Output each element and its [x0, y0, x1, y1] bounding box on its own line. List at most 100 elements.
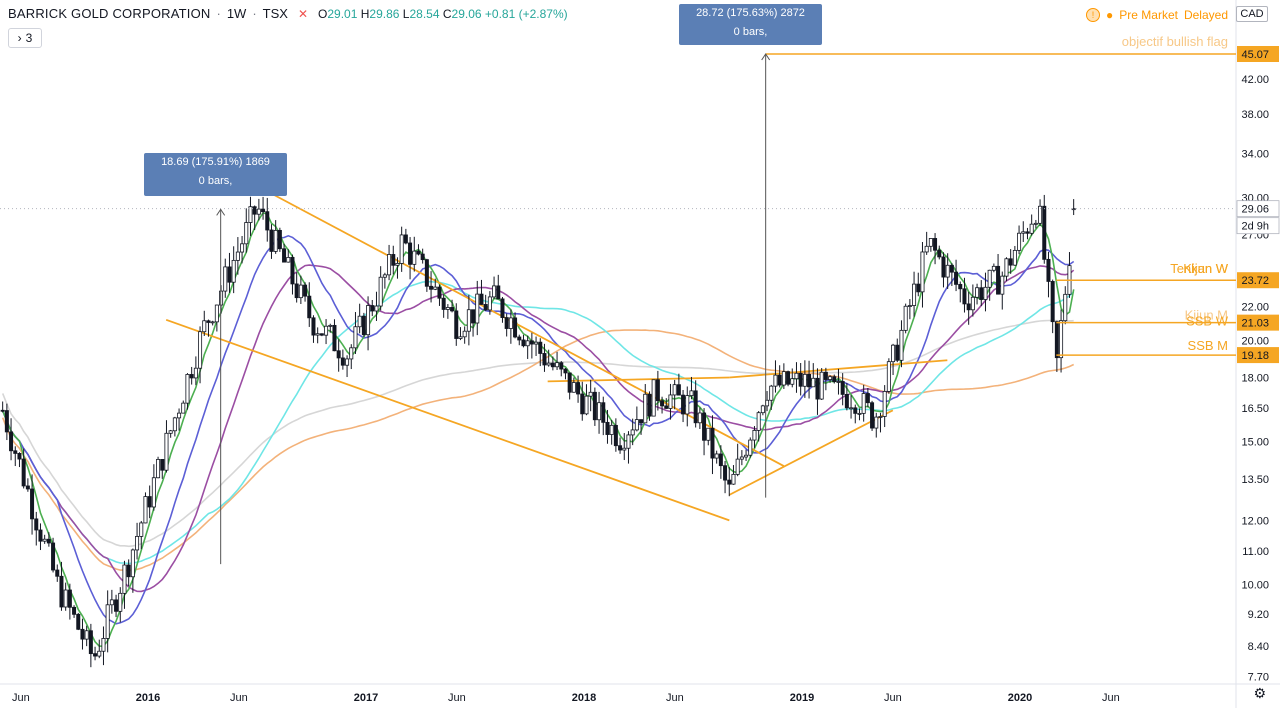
candle-body: [1012, 249, 1017, 266]
candle-body: [727, 479, 732, 485]
currency-button[interactable]: CAD: [1236, 6, 1268, 22]
ma-50-line: [1, 280, 1075, 565]
indicators-collapse-button[interactable]: › 3: [8, 28, 42, 48]
candle-body: [676, 384, 681, 396]
candle-body: [739, 456, 744, 460]
measure-box-1: 18.69 (175.91%) 1869 0 bars,: [144, 153, 287, 196]
candle-body: [975, 287, 980, 298]
change-value: +0.81 (+2.87%): [484, 6, 568, 21]
candle-body: [156, 459, 161, 479]
candle-body: [17, 453, 22, 460]
close-icon[interactable]: ✕: [297, 6, 309, 21]
market-status[interactable]: ! ● Pre Market Delayed: [1086, 8, 1228, 22]
y-tick-label: 9.20: [1248, 609, 1269, 621]
candle-body: [626, 434, 631, 449]
candle-body: [849, 407, 854, 410]
candle-body: [639, 419, 644, 424]
candle-body: [597, 402, 602, 421]
candle-body: [634, 419, 639, 431]
ma-14-line: [1, 234, 1075, 625]
y-tick-label: 7.70: [1248, 672, 1269, 684]
candle-body: [710, 427, 715, 459]
candle-body: [433, 286, 438, 290]
interval-label[interactable]: 1W: [226, 6, 247, 21]
candle-body: [479, 293, 484, 305]
candle-body: [601, 402, 606, 423]
candle-body: [101, 638, 106, 652]
low-label: L: [402, 6, 410, 21]
candle-body: [269, 229, 274, 252]
candle-body: [399, 234, 404, 264]
candle-body: [143, 496, 148, 524]
candle-body: [105, 604, 110, 639]
candle-body: [983, 286, 988, 300]
price-label-text: 19.18: [1241, 350, 1269, 362]
candle-body: [605, 421, 610, 435]
candle-body: [878, 416, 883, 418]
candle-body: [1008, 258, 1013, 266]
x-tick-label: 2019: [790, 692, 814, 704]
candle-body: [256, 208, 261, 215]
candle-body: [118, 592, 123, 612]
x-tick-label: Jun: [448, 692, 466, 704]
candle-body: [135, 535, 140, 551]
candle-body: [240, 243, 245, 253]
x-tick-label: 2020: [1008, 692, 1032, 704]
candle-body: [920, 251, 925, 293]
pre-market-icon: ●: [1106, 8, 1114, 22]
candle-body: [336, 350, 341, 359]
candle-body: [508, 317, 513, 329]
candle-body: [198, 331, 203, 369]
x-tick-label: 2018: [572, 692, 596, 704]
candle-body: [949, 264, 954, 273]
candle-body: [664, 405, 669, 409]
candle-body: [723, 465, 728, 481]
close-label: C: [442, 6, 452, 21]
level-text: Kijun M: [1185, 308, 1228, 323]
candle-body: [450, 307, 455, 312]
candle-body: [59, 575, 64, 608]
candle-body: [991, 265, 996, 271]
candle-body: [622, 447, 627, 451]
candle-body: [172, 417, 177, 432]
measure-box-line: 0 bars,: [733, 26, 768, 38]
candle-body: [1000, 275, 1005, 295]
candle-body: [38, 529, 43, 542]
candle-body: [970, 296, 975, 311]
candle-body: [576, 382, 581, 395]
candle-body: [193, 367, 198, 379]
measure-box-2: 28.72 (175.63%) 2872 0 bars,: [679, 4, 822, 45]
y-tick-label: 34.00: [1241, 148, 1269, 160]
candles-group: [0, 194, 1076, 668]
candle-body: [744, 454, 749, 458]
candle-body: [882, 391, 887, 417]
candle-body: [1017, 232, 1022, 251]
candle-body: [441, 297, 446, 310]
candle-body: [382, 274, 387, 278]
candle-body: [899, 329, 904, 361]
x-tick-label: 2017: [354, 692, 378, 704]
candle-body: [668, 394, 673, 409]
candle-body: [819, 371, 824, 400]
x-tick-label: 2016: [136, 692, 160, 704]
candle-body: [916, 283, 921, 293]
candle-body: [517, 336, 522, 341]
candle-body: [130, 549, 135, 578]
candle-body: [769, 385, 774, 401]
gear-icon[interactable]: ⚙: [1253, 685, 1266, 701]
candle-body: [870, 402, 875, 429]
candle-body: [790, 378, 795, 385]
candle-body: [647, 393, 652, 417]
candle-body: [210, 321, 215, 324]
candle-body: [387, 254, 392, 276]
candle-body: [525, 340, 530, 347]
measure-arrowhead: [216, 208, 226, 216]
candle-body: [546, 362, 551, 366]
candle-body: [542, 353, 547, 366]
candle-body: [588, 391, 593, 397]
candle-body: [416, 250, 421, 255]
candle-body: [996, 265, 1001, 295]
candle-body: [429, 285, 434, 290]
symbol-name[interactable]: BARRICK GOLD CORPORATION: [8, 6, 211, 21]
